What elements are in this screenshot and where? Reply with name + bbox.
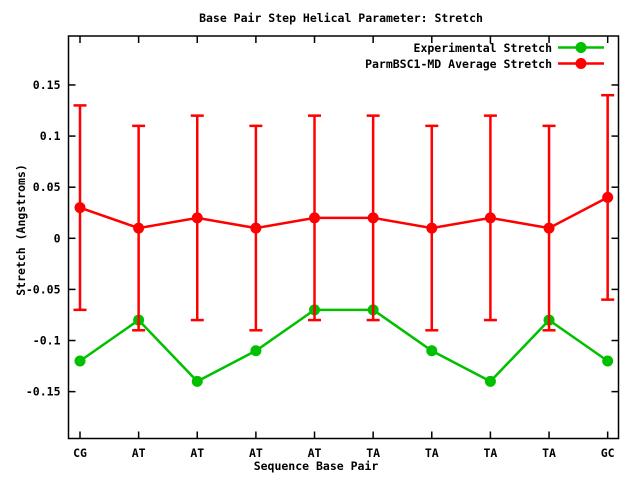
experimental-point (191, 375, 203, 387)
chart-title: Base Pair Step Helical Parameter: Stretc… (199, 11, 483, 25)
y-tick-label: 0.1 (40, 129, 61, 143)
x-tick-label: TA (425, 446, 439, 460)
x-tick-label: TA (483, 446, 497, 460)
x-tick-label: AT (249, 446, 263, 460)
legend-item-parmbsc1: ParmBSC1-MD Average Stretch (365, 57, 604, 71)
plot-border (67, 35, 620, 440)
y-tick-label: 0.05 (33, 180, 61, 194)
y-tick-label: 0.15 (33, 78, 61, 92)
y-tick-label: 0 (54, 231, 61, 245)
legend-label-experimental: Experimental Stretch (414, 41, 553, 55)
average-point (602, 191, 614, 203)
average-point (309, 212, 321, 224)
y-tick-label: -0.05 (26, 282, 61, 296)
y-axis-label: Stretch (Angstroms) (14, 164, 28, 296)
legend-item-experimental: Experimental Stretch (414, 41, 604, 55)
experimental-point (74, 355, 86, 367)
experimental-point (602, 355, 614, 367)
average-point (543, 222, 555, 234)
experimental-point (426, 345, 438, 357)
experimental-point (250, 345, 262, 357)
x-tick-label: CG (73, 446, 87, 460)
average-point (74, 202, 86, 214)
plot-content: 0.15 0.1 0.05 0 -0.05 -0.1 -0.15 CG AT AT AT AT TA TA… (26, 36, 619, 460)
experimental-point (484, 375, 496, 387)
average-point (191, 212, 203, 224)
average-line (79, 196, 609, 230)
average-point (367, 212, 379, 224)
legend-sample-point-experimental (575, 42, 587, 53)
average-point (133, 222, 145, 234)
x-tick-label: AT (132, 446, 146, 460)
x-axis-label: Sequence Base Pair (254, 459, 379, 473)
x-tick-label: AT (190, 446, 204, 460)
x-tick-label: AT (308, 446, 322, 460)
legend: Experimental Stretch ParmBSC1-MD Average… (365, 41, 604, 71)
x-tick-label: TA (542, 446, 556, 460)
x-tick-label: GC (601, 446, 615, 460)
y-tick-label: -0.15 (26, 385, 61, 399)
x-tick-label: TA (366, 446, 380, 460)
legend-label-parmbsc1: ParmBSC1-MD Average Stretch (365, 57, 552, 71)
average-point (484, 212, 496, 224)
average-point (250, 222, 262, 234)
experimental-line (79, 308, 609, 383)
y-tick-label: -0.1 (33, 334, 61, 348)
average-point (426, 222, 438, 234)
legend-sample-point-parmbsc1 (575, 58, 587, 69)
